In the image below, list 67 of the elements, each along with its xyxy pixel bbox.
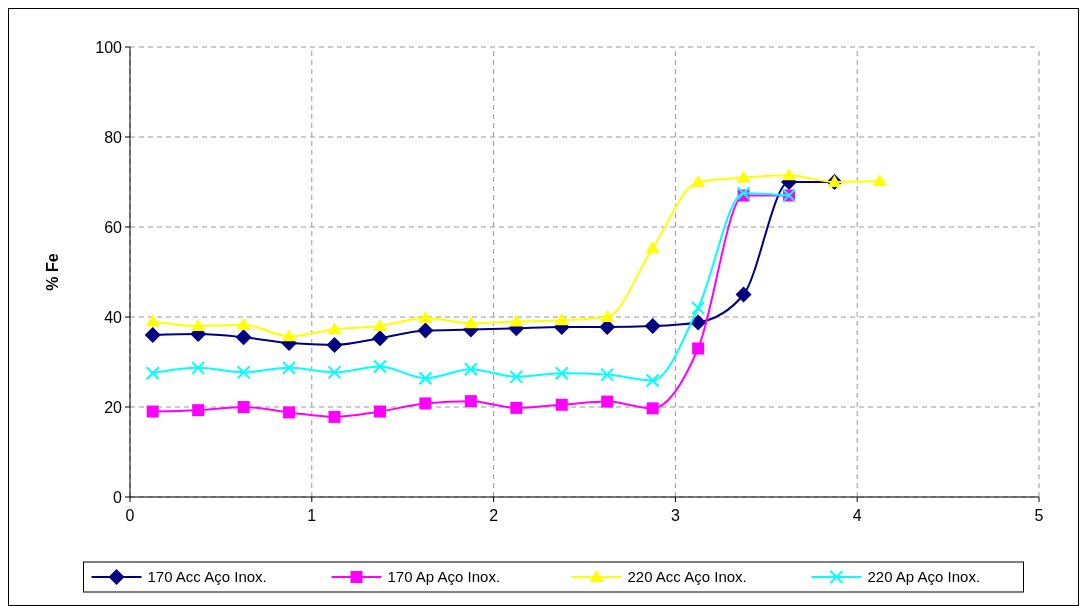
point: [644, 318, 661, 334]
point: [736, 170, 751, 183]
point: [236, 317, 251, 330]
point: [418, 310, 433, 323]
point: [463, 316, 478, 329]
point: [463, 362, 478, 377]
point: [236, 365, 251, 380]
point: [510, 401, 523, 414]
legend-label: 170 Ap Aço Inox.: [387, 568, 501, 586]
point: [327, 365, 342, 380]
point: [554, 366, 569, 381]
point: [191, 360, 206, 375]
point: [692, 342, 705, 355]
x-tick-label: 3: [670, 507, 680, 524]
point: [872, 174, 887, 187]
point: [464, 395, 477, 408]
point: [601, 395, 614, 408]
point: [144, 327, 161, 343]
point: [555, 398, 568, 411]
point: [645, 373, 660, 388]
x-tick-label: 2: [489, 507, 499, 524]
point: [646, 402, 659, 415]
legend-label: 220 Acc Aço Inox.: [627, 568, 747, 586]
point: [191, 319, 206, 331]
point: [690, 314, 707, 331]
point: [509, 314, 524, 327]
y-tick-label: 0: [113, 488, 123, 506]
point: [372, 359, 387, 374]
point: [691, 301, 706, 315]
point: [282, 329, 297, 342]
point: [417, 322, 434, 339]
x-tick-label: 4: [852, 507, 862, 524]
point: [237, 401, 250, 413]
point: [418, 371, 433, 386]
point: [146, 405, 159, 418]
y-tick-label: 20: [104, 398, 123, 416]
y-tick-label: 40: [104, 308, 123, 326]
point: [283, 406, 296, 419]
legend-label: 170 Acc Aço Inox.: [147, 568, 267, 586]
point: [600, 367, 615, 382]
x-tick-label: 1: [307, 507, 317, 524]
y-axis-title: % Fe: [44, 253, 61, 291]
y-tick-label: 60: [104, 218, 123, 236]
y-tick-label: 100: [95, 38, 123, 56]
x-tick-label: 5: [1034, 507, 1044, 524]
point: [192, 404, 205, 417]
point: [328, 410, 341, 423]
point: [373, 405, 386, 418]
point: [372, 319, 387, 331]
point: [327, 322, 342, 335]
point: [600, 310, 615, 322]
x-tick-label: 0: [125, 507, 135, 524]
point: [735, 286, 752, 303]
point: [509, 369, 524, 384]
legend-label: 220 Ap Aço Inox.: [867, 568, 981, 586]
point: [235, 329, 252, 346]
point: [645, 241, 660, 254]
point: [326, 336, 343, 353]
point: [691, 175, 706, 187]
point: [782, 168, 797, 181]
y-tick-label: 80: [104, 128, 123, 146]
point: [419, 397, 432, 410]
point: [554, 313, 569, 326]
point: [145, 314, 160, 327]
point: [282, 360, 297, 375]
point: [371, 330, 388, 347]
point: [145, 366, 160, 381]
